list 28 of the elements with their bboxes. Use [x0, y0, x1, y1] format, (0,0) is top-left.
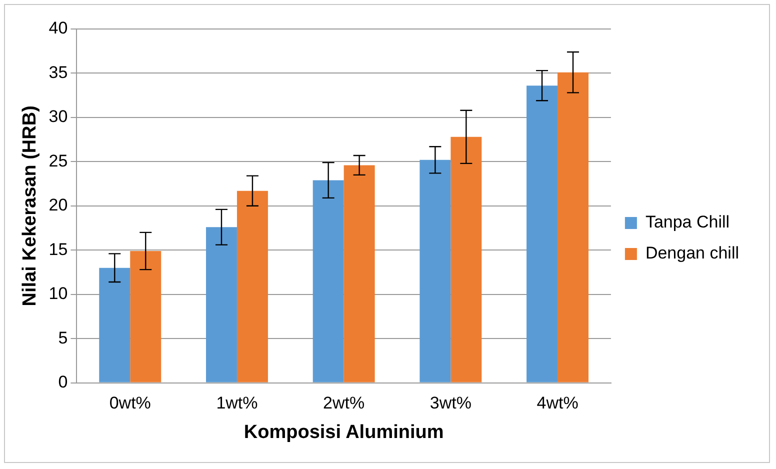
- bar: [312, 180, 344, 382]
- x-tick-label: 3wt%: [430, 394, 472, 413]
- y-tick-label: 15: [48, 240, 68, 259]
- bar: [130, 251, 162, 382]
- x-tick-label: 2wt%: [323, 394, 365, 413]
- y-tick-label: 20: [48, 196, 68, 215]
- y-tick-label: 5: [58, 328, 68, 348]
- y-tick-label: 10: [48, 284, 68, 304]
- y-tick-label: 40: [48, 18, 68, 38]
- bar: [236, 190, 268, 382]
- bar: [450, 136, 482, 382]
- y-tick-label: 25: [48, 151, 68, 170]
- bar: [344, 165, 375, 382]
- x-axis-title: Komposisi Aluminium: [244, 422, 444, 443]
- bar: [206, 227, 237, 382]
- x-tick-label: 4wt%: [536, 394, 578, 413]
- x-tick-label: 0wt%: [109, 394, 151, 413]
- y-tick-label: 0: [58, 372, 68, 392]
- y-tick-label: 30: [48, 107, 68, 126]
- legend-label: Dengan chill: [645, 244, 740, 263]
- legend-label: Tanpa Chill: [645, 212, 730, 232]
- y-axis-title: Nilai Kekerasan (HRB): [20, 106, 41, 306]
- bar: [558, 72, 589, 382]
- x-tick-label: 1wt%: [216, 394, 258, 413]
- bar: [99, 268, 130, 382]
- bar: [420, 160, 451, 382]
- y-tick-label: 35: [48, 62, 68, 82]
- bar: [526, 86, 558, 382]
